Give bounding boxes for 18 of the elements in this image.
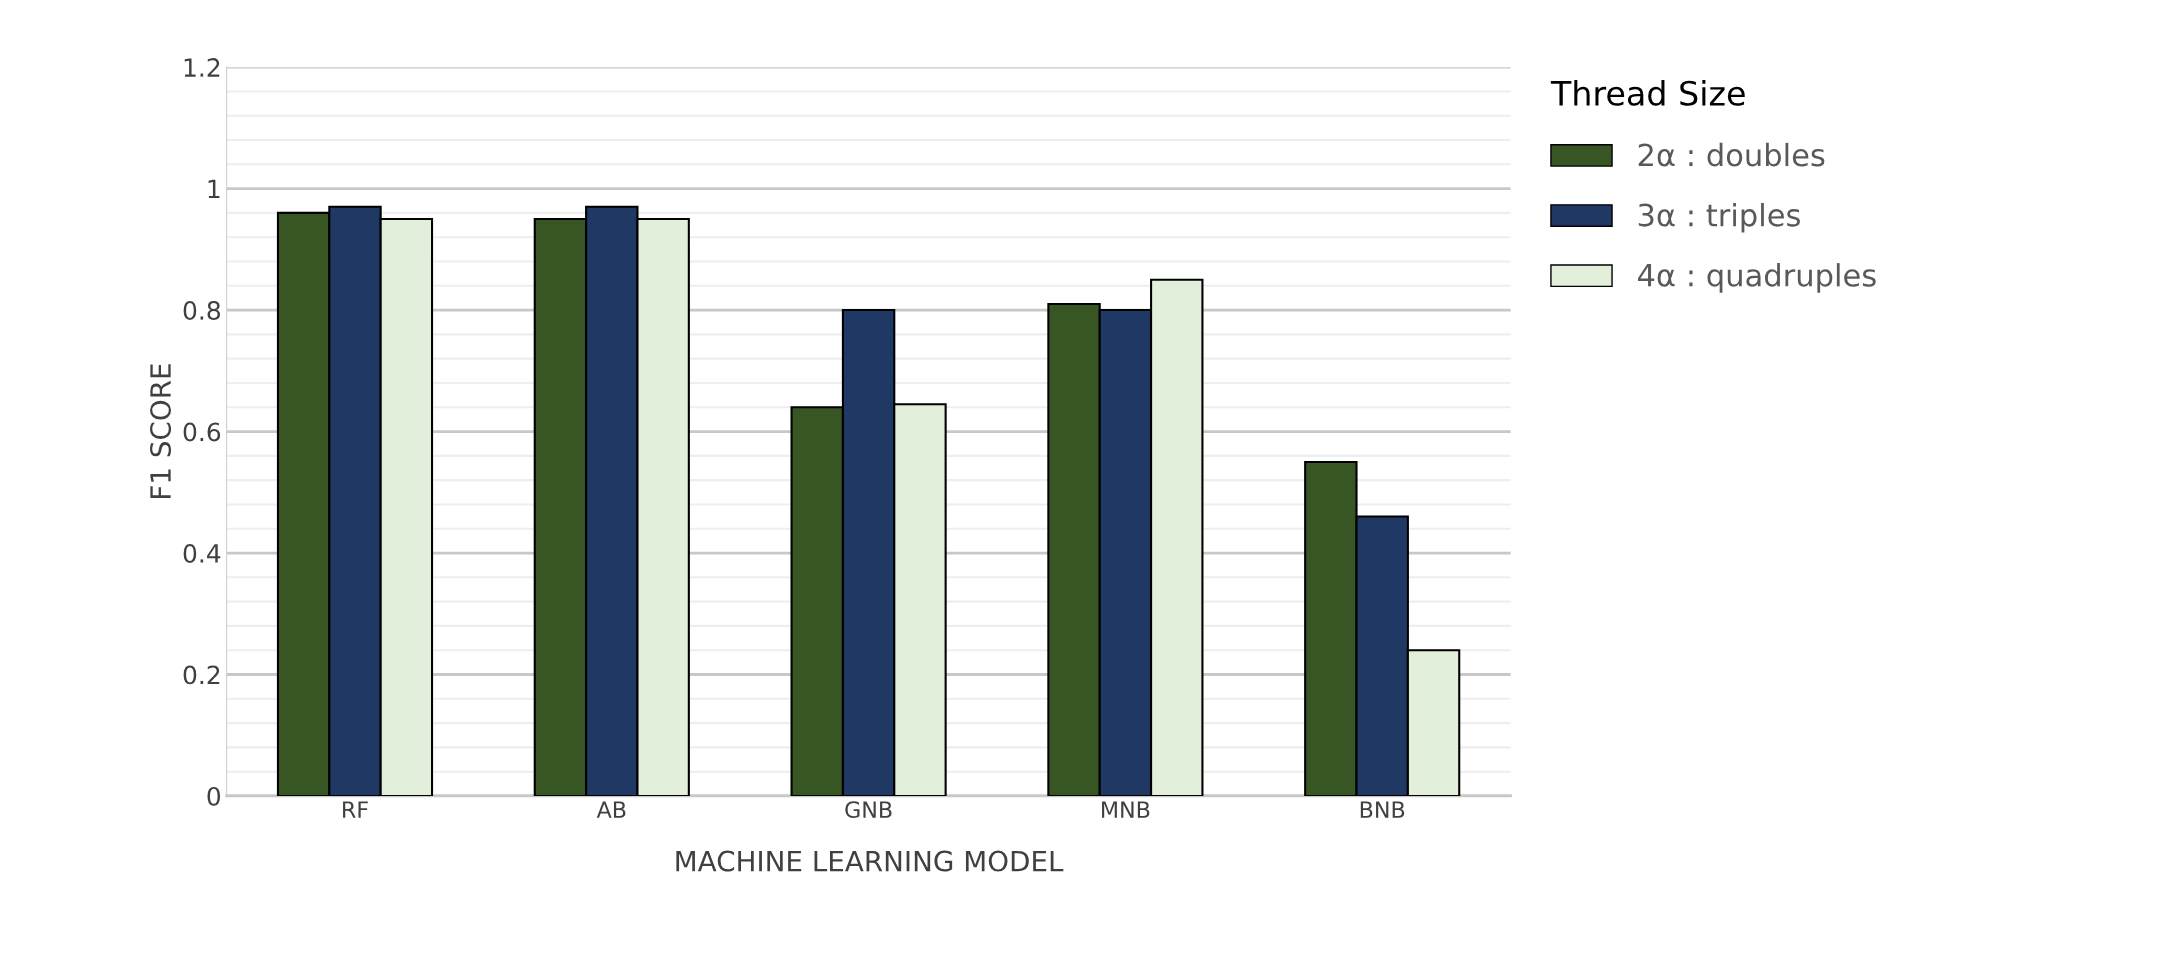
y-tick-label: 0: [207, 786, 221, 806]
y-axis-title: F1 SCORE: [150, 364, 172, 498]
x-tick-label: GNB: [845, 801, 892, 819]
legend-title: Thread Size: [1550, 80, 1745, 106]
x-tick-label: RF: [343, 801, 368, 818]
y-tick-label: 1.2: [184, 58, 220, 77]
y-tick-label: 1: [208, 179, 220, 199]
x-axis-title: MACHINE LEARNING MODEL: [676, 850, 1064, 872]
x-tick-label: BNB: [1360, 801, 1405, 818]
legend-label: 4α : quadruples: [1637, 263, 1876, 293]
y-tick-label: 0.4: [183, 543, 221, 563]
legend-label: 3α : triples: [1638, 203, 1800, 233]
y-tick-label: 0.8: [183, 301, 221, 320]
legend-label: 2α : doubles: [1638, 142, 1825, 167]
y-tick-label: 0.2: [183, 665, 220, 685]
x-tick-label: MNB: [1102, 801, 1150, 818]
y-tick-label: 0.6: [183, 422, 221, 442]
x-tick-label: AB: [596, 801, 626, 818]
